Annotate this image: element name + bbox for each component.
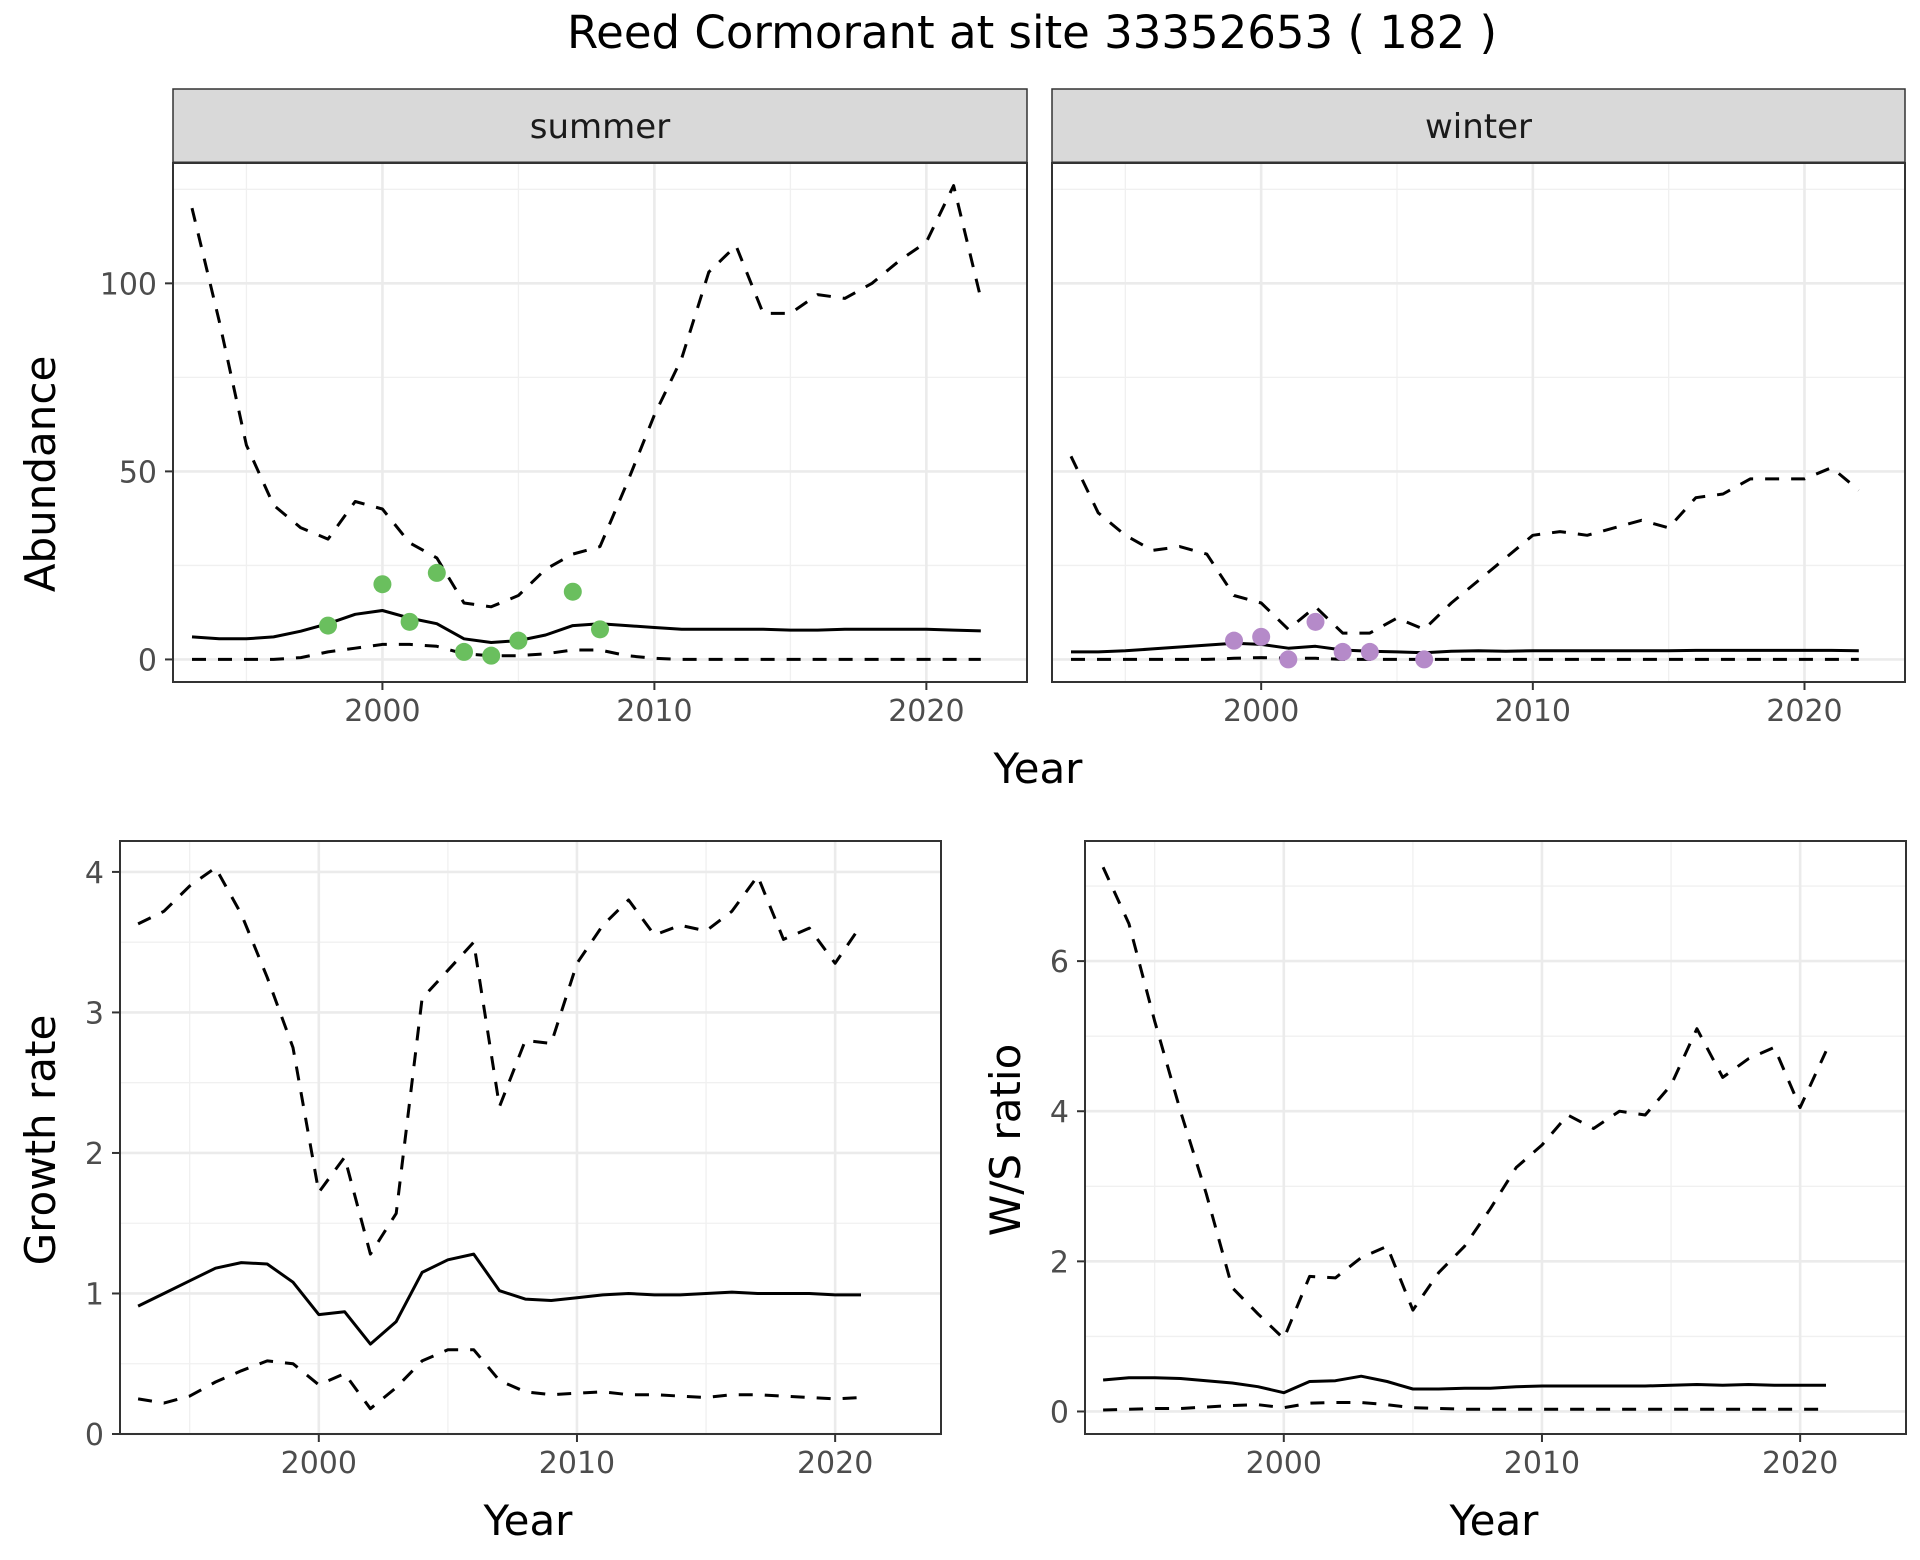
growth-panel-border	[119, 840, 942, 1435]
winter-x-tick-label: 2010	[1495, 694, 1571, 729]
ratio-y-axis-title: W/S ratio	[981, 1044, 1030, 1237]
figure-title: Reed Cormorant at site 33352653 ( 182 )	[567, 6, 1497, 59]
summer-observed-point	[373, 575, 392, 594]
summer-facet-label: summer	[530, 107, 670, 147]
winter-x-tick-label: 2000	[1223, 694, 1299, 729]
summer-facet-strip	[172, 88, 1028, 164]
winter-observed-point	[1415, 650, 1434, 669]
growth-y-tick-label: 2	[85, 1137, 104, 1172]
summer-y-tick-label: 0	[138, 643, 157, 678]
winter-panel-border	[1051, 162, 1906, 683]
summer-x-tick-label: 2010	[616, 694, 692, 729]
top-x-axis-title: Year	[993, 744, 1084, 793]
growth-rate-panel: 2000 2010 2020 0 1 2 3 4	[85, 840, 942, 1481]
growth-estimate-line	[137, 1252, 861, 1346]
growth-x-tick-label: 2020	[797, 1446, 873, 1481]
ratio-plot-background	[1085, 841, 1906, 1434]
ratio-x-tick-label: 2020	[1762, 1446, 1838, 1481]
summer-x-tick-label: 2020	[888, 694, 964, 729]
growth-x-tick-label: 2000	[281, 1446, 357, 1481]
growth-x-axis-title: Year	[483, 1496, 574, 1545]
growth-y-tick-label: 4	[85, 856, 104, 891]
winter-observed-point	[1333, 642, 1352, 661]
winter-lower-bound-line	[1071, 656, 1859, 661]
winter-facet-strip	[1051, 88, 1906, 164]
summer-y-tick-label: 100	[100, 267, 157, 302]
summer-observed-point	[400, 612, 419, 631]
ratio-panel-border	[1084, 840, 1907, 1435]
growth-x-tick-label: 2010	[539, 1446, 615, 1481]
winter-panel: winter 2000 2010 2020	[1051, 88, 1906, 729]
summer-observed-point	[482, 646, 501, 665]
winter-x-tick-label: 2020	[1766, 694, 1842, 729]
winter-estimate-line	[1071, 641, 1859, 655]
summer-observed-point	[509, 631, 528, 650]
summer-y-tick-label: 50	[119, 455, 157, 490]
growth-y-tick-label: 0	[85, 1418, 104, 1453]
summer-observed-point	[591, 620, 609, 639]
ratio-y-tick-label: 4	[1050, 1095, 1069, 1130]
winter-observed-point	[1279, 650, 1298, 669]
winter-facet-label: winter	[1425, 107, 1532, 147]
summer-plot-background	[173, 163, 1027, 682]
winter-observed-point	[1225, 631, 1244, 650]
growth-y-tick-label: 3	[85, 996, 104, 1031]
winter-upper-bound-line	[1069, 455, 1860, 635]
summer-observed-point	[319, 616, 338, 635]
ratio-estimate-line	[1102, 1374, 1826, 1395]
ratio-x-axis-title: Year	[1449, 1496, 1540, 1545]
summer-panel: summer 2000 2010 2020 0 50 100	[100, 88, 1028, 729]
summer-observed-point	[563, 582, 582, 601]
summer-observed-point	[455, 642, 474, 661]
top-y-axis-title: Abundance	[16, 356, 65, 593]
growth-y-tick-label: 1	[85, 1277, 104, 1312]
ratio-x-tick-label: 2010	[1504, 1446, 1580, 1481]
summer-x-tick-label: 2000	[344, 694, 420, 729]
summer-observed-point	[427, 563, 446, 582]
summer-lower-bound-line	[192, 642, 981, 661]
summer-upper-bound-line	[190, 184, 983, 609]
ratio-x-tick-label: 2000	[1246, 1446, 1322, 1481]
ratio-y-tick-label: 6	[1050, 945, 1069, 980]
growth-y-axis-title: Growth rate	[16, 1015, 65, 1266]
growth-lower-bound-line	[137, 1348, 862, 1411]
ratio-y-tick-label: 2	[1050, 1245, 1069, 1280]
winter-observed-point	[1360, 642, 1379, 661]
growth-plot-background	[120, 841, 941, 1434]
ratio-y-tick-label: 0	[1050, 1395, 1069, 1430]
ratio-upper-bound-line	[1101, 866, 1828, 1341]
summer-panel-border	[172, 162, 1028, 683]
ws-ratio-panel: 2000 2010 2020 0 2 4 6	[1050, 840, 1907, 1481]
winter-observed-point	[1252, 627, 1271, 646]
winter-observed-point	[1306, 612, 1325, 631]
growth-upper-bound-line	[137, 866, 863, 1256]
ratio-lower-bound-line	[1103, 1401, 1826, 1412]
winter-plot-background	[1052, 163, 1905, 682]
